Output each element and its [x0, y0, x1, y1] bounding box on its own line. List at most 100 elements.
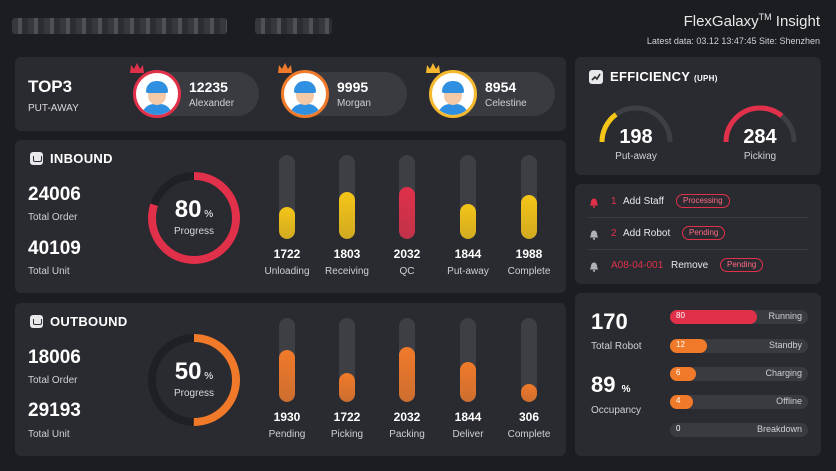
robot-state-count: 0	[676, 424, 681, 433]
blurred-subtitle	[255, 18, 332, 34]
inbound-total-order: 24006	[28, 184, 81, 205]
alert-row[interactable]: 1 Add Staff Processing	[575, 188, 821, 220]
outbound-bar-fill	[521, 384, 537, 402]
outbound-bar-label: Packing	[389, 429, 425, 440]
picking-uph-label: Picking	[743, 151, 777, 162]
alert-row[interactable]: 2 Add Robot Pending	[575, 220, 821, 252]
alert-text: Add Robot	[623, 228, 671, 239]
robot-state-count: 4	[676, 396, 681, 405]
rank-card: 12235 Alexander	[130, 63, 259, 118]
inbound-progress-value: 80 %	[174, 196, 214, 223]
avatar-body	[142, 104, 172, 115]
outbound-progress-ring	[148, 334, 240, 426]
divider	[588, 217, 808, 218]
outbound-bar-label: Complete	[507, 429, 551, 440]
inbound-total-unit-label: Total Unit	[28, 266, 70, 277]
rank-value: 8954	[485, 79, 517, 95]
outbound-bar-label: Picking	[330, 429, 364, 440]
inbound-bar-fill	[339, 192, 355, 239]
robot-state-bar: 6 Charging	[670, 367, 808, 381]
avatar	[281, 70, 329, 118]
outbound-bar-label: Pending	[268, 429, 306, 440]
alert-text: Add Staff	[623, 196, 664, 207]
helmet-icon	[146, 81, 168, 93]
outbound-bar-fill	[399, 347, 415, 402]
outbound-icon	[30, 315, 43, 328]
inbound-total-order-label: Total Order	[28, 212, 78, 223]
inbound-bar-value: 1722	[273, 247, 301, 261]
alerts-panel	[575, 184, 821, 284]
robot-state-count: 12	[676, 340, 685, 349]
rank-name: Morgan	[337, 98, 371, 109]
bell-icon	[590, 198, 598, 208]
alert-number: A08-04-001	[611, 260, 664, 271]
outbound-bar-track	[460, 318, 476, 402]
header: FlexGalaxyTM Insight Latest data: 03.12 …	[0, 0, 836, 52]
outbound-total-order-label: Total Order	[28, 375, 78, 386]
alert-number: 1	[611, 196, 617, 207]
status-badge: Pending	[682, 226, 726, 240]
outbound-bar-value: 1844	[454, 410, 482, 424]
inbound-progress-label: Progress	[173, 226, 214, 237]
robot-state-bar: 4 Offline	[670, 395, 808, 409]
robot-state-bar: 12 Standby	[670, 339, 808, 353]
alert-row[interactable]: A08-04-001 Remove Pending	[575, 252, 821, 284]
status-badge: Processing	[676, 194, 730, 208]
inbound-bar-label: Put-away	[447, 266, 489, 277]
inbound-title: INBOUND	[50, 151, 113, 166]
alert-text: Remove	[671, 260, 709, 271]
inbound-bar-track	[399, 155, 415, 239]
avatar	[429, 70, 477, 118]
avatar	[133, 70, 181, 118]
putaway-uph-value: 198	[619, 126, 653, 148]
outbound-title: OUTBOUND	[50, 314, 128, 329]
inbound-icon	[30, 152, 43, 165]
robot-state-bar: 0 Breakdown	[670, 423, 808, 437]
crown-icon	[130, 63, 144, 73]
picking-gauge	[723, 105, 797, 143]
efficiency-title: EFFICIENCY (UPH)	[610, 69, 718, 84]
robot-state-fill	[670, 395, 693, 409]
outbound-progress-label: Progress	[173, 388, 214, 399]
inbound-bar-value: 1988	[515, 247, 543, 261]
total-robot-label: Total Robot	[591, 341, 642, 352]
divider	[588, 249, 808, 250]
inbound-progress-ring	[148, 172, 240, 264]
status-badge: Pending	[720, 258, 764, 272]
outbound-bar-track	[279, 318, 295, 402]
brand-title: FlexGalaxyTM Insight	[683, 12, 820, 30]
top3-subtitle: PUT-AWAY	[28, 103, 79, 114]
outbound-bar-fill	[279, 350, 295, 402]
robot-state-fill	[670, 339, 707, 353]
outbound-bar-label: Deliver	[452, 429, 484, 440]
robot-state-fill	[670, 367, 696, 381]
alert-number: 2	[611, 228, 617, 239]
outbound-bar-track	[339, 318, 355, 402]
bell-icon	[590, 230, 598, 240]
picking-uph-value: 284	[743, 126, 777, 148]
total-robot-value: 170	[591, 309, 628, 334]
outbound-bar-value: 306	[518, 410, 540, 424]
outbound-bar-fill	[339, 373, 355, 402]
trend-up-icon	[589, 70, 603, 84]
occupancy-label: Occupancy	[591, 405, 642, 416]
occupancy-value: 89 %	[591, 372, 631, 397]
inbound-bar-fill	[399, 187, 415, 239]
outbound-total-order: 18006	[28, 347, 81, 368]
helmet-icon	[442, 81, 464, 93]
rank-name: Alexander	[189, 98, 235, 109]
inbound-bar-value: 1803	[333, 247, 361, 261]
crown-icon	[278, 63, 292, 73]
robot-state-label: Charging	[765, 368, 802, 378]
robot-state-count: 80	[676, 311, 685, 320]
outbound-bar-fill	[460, 362, 476, 402]
inbound-bar-fill	[521, 195, 537, 239]
rank-card: 9995 Morgan	[278, 63, 407, 118]
latest-data-info: Latest data: 03.12 13:47:45 Site: Shenzh…	[646, 36, 820, 46]
outbound-progress-value: 50 %	[174, 358, 214, 385]
outbound-bar-track	[521, 318, 537, 402]
blurred-title	[12, 18, 227, 34]
inbound-bar-fill	[460, 204, 476, 239]
robot-state-fill	[670, 310, 757, 324]
inbound-bar-label: Complete	[507, 266, 551, 277]
